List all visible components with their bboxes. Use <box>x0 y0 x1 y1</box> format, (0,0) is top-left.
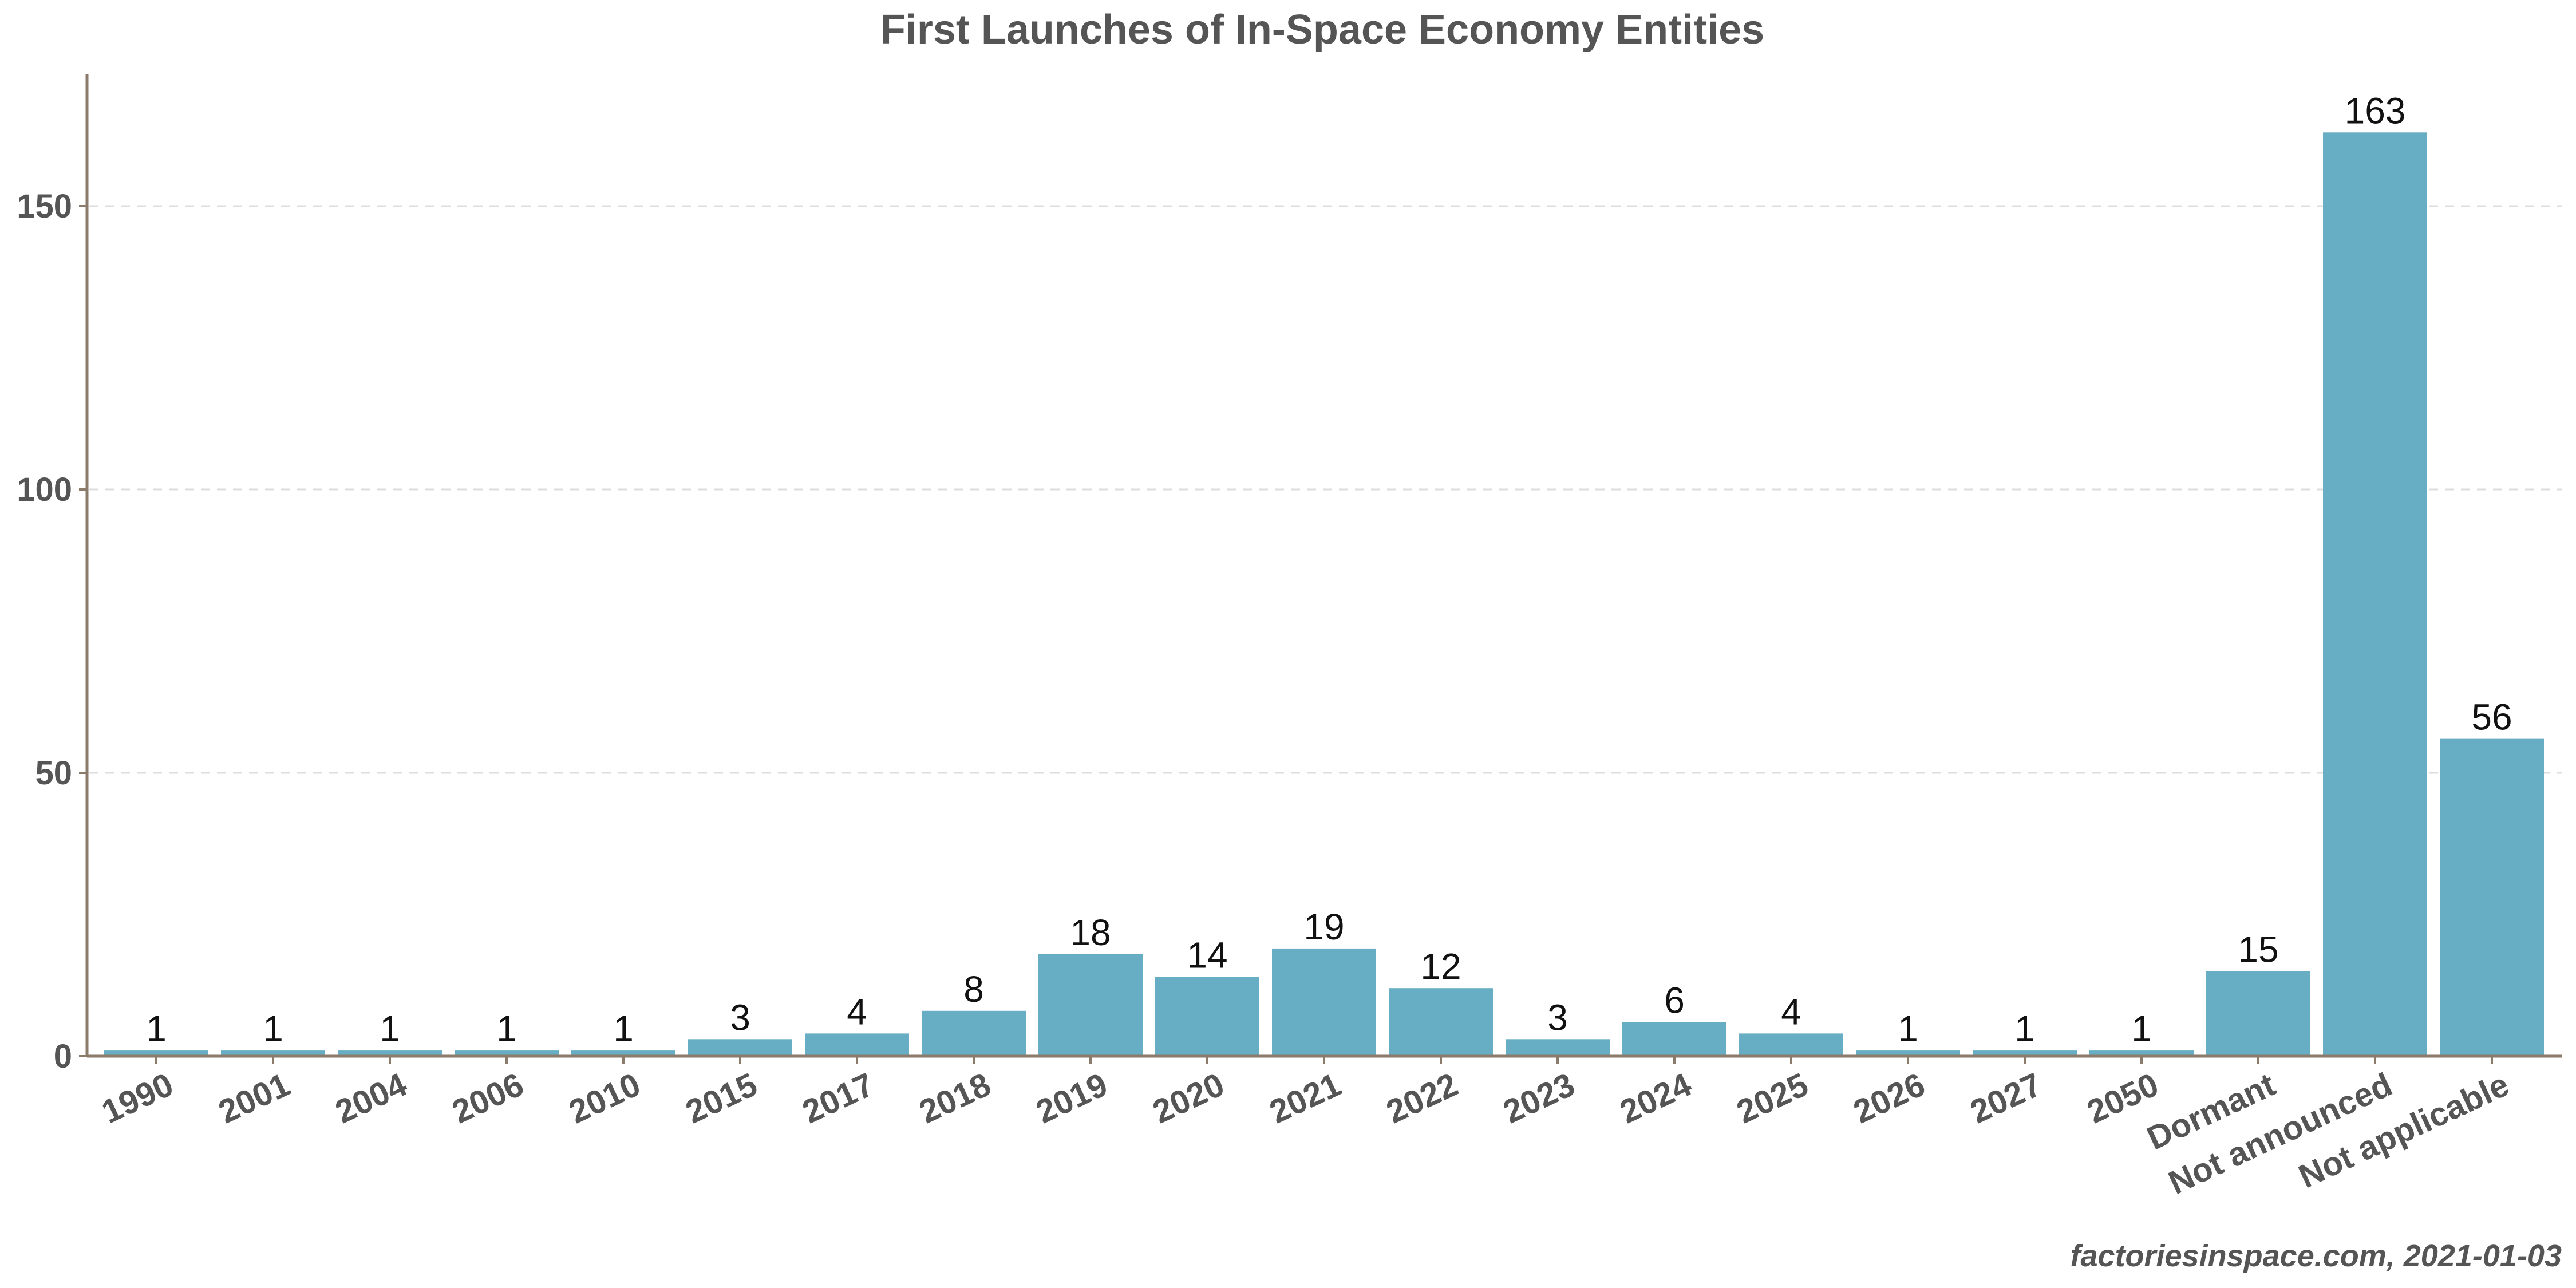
x-tick-label: 2025 <box>1731 1066 1814 1131</box>
bar <box>2089 1050 2194 1056</box>
bar <box>1389 988 1493 1056</box>
data-label: 1 <box>496 1008 517 1049</box>
bar <box>455 1050 559 1056</box>
bar <box>221 1050 325 1056</box>
data-label: 1 <box>380 1008 400 1049</box>
data-label: 4 <box>847 991 867 1032</box>
x-axis-ticks: 1990 2001 2004 2006 2010 2015 2017 2018 2019 2020… <box>96 1056 2514 1202</box>
bars <box>104 132 2544 1056</box>
data-label: 1 <box>613 1008 634 1049</box>
bar <box>688 1039 792 1056</box>
data-label: 3 <box>1547 997 1568 1038</box>
data-label: 18 <box>1070 912 1111 953</box>
data-label: 14 <box>1187 934 1227 975</box>
gridlines <box>89 205 2562 774</box>
data-label: 1 <box>2131 1008 2152 1049</box>
x-tick-label: 2004 <box>330 1066 412 1131</box>
data-label: 1 <box>1898 1008 1918 1049</box>
data-label: 19 <box>1303 906 1344 947</box>
bar <box>2323 132 2427 1056</box>
bar <box>1973 1050 2077 1056</box>
x-tick-label: 2019 <box>1030 1066 1113 1131</box>
y-axis-ticks: 0 50 100 150 <box>17 188 87 1075</box>
x-tick-label: 2027 <box>1965 1066 2047 1131</box>
y-tick-label: 100 <box>17 471 72 508</box>
bar <box>1856 1050 1960 1056</box>
data-label: 1 <box>146 1008 167 1049</box>
chart-title: First Launches of In-Space Economy Entit… <box>880 7 1764 53</box>
credit-text: factoriesinspace.com, 2021-01-03 <box>2071 1239 2562 1273</box>
bar <box>338 1050 442 1056</box>
bar <box>1038 954 1143 1056</box>
x-tick-label: 1990 <box>96 1066 179 1131</box>
bar <box>922 1010 1026 1056</box>
data-label: 8 <box>963 969 984 1010</box>
bar <box>1272 948 1376 1056</box>
data-label: 4 <box>1781 991 1801 1032</box>
bar <box>805 1033 909 1056</box>
data-labels: 1 1 1 1 1 3 4 8 18 14 19 12 3 6 4 1 1 1 15 163 56 <box>146 90 2512 1049</box>
data-label: 1 <box>263 1008 283 1049</box>
x-tick-label: 2015 <box>680 1066 762 1131</box>
x-tick-label: 2024 <box>1614 1066 1697 1131</box>
x-tick-label: 2022 <box>1381 1066 1463 1131</box>
bar <box>2206 971 2310 1056</box>
data-label: 163 <box>2345 90 2406 131</box>
x-tick-label: 2020 <box>1147 1066 1230 1131</box>
bar <box>1155 977 1259 1056</box>
x-tick-label: 2018 <box>914 1066 996 1131</box>
data-label: 56 <box>2471 697 2512 738</box>
data-label: 1 <box>2014 1008 2035 1049</box>
y-tick-label: 50 <box>35 754 72 792</box>
bar <box>1739 1033 1843 1056</box>
y-tick-label: 150 <box>17 188 72 225</box>
bar <box>1506 1039 1610 1056</box>
bar <box>571 1050 675 1056</box>
data-label: 15 <box>2238 929 2278 970</box>
x-tick-label: 2017 <box>797 1066 879 1131</box>
x-tick-label: 2006 <box>447 1066 529 1131</box>
x-tick-label: 2010 <box>563 1066 646 1131</box>
x-tick-label: 2001 <box>213 1066 295 1131</box>
data-label: 12 <box>1420 946 1461 987</box>
x-tick-label: 2026 <box>1848 1066 1930 1131</box>
y-tick-label: 0 <box>54 1038 72 1075</box>
bar <box>1622 1022 1726 1056</box>
bar <box>104 1050 208 1056</box>
data-label: 3 <box>730 997 750 1038</box>
data-label: 6 <box>1664 980 1685 1021</box>
x-tick-label: 2023 <box>1498 1066 1580 1131</box>
bar <box>2440 738 2544 1056</box>
x-tick-label: 2021 <box>1264 1066 1346 1131</box>
